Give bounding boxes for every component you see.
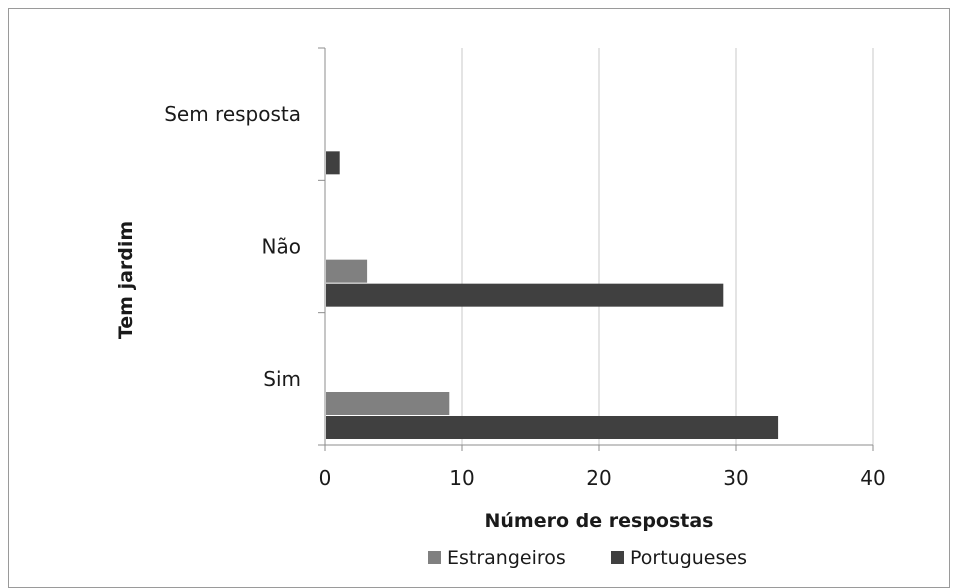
y-tick-label-sim: Sim [263,367,301,391]
x-tick-label-0: 0 [319,466,332,490]
axes [318,47,874,451]
gridlines [461,48,874,445]
x-tick-label-20: 20 [586,466,611,490]
bars [326,151,779,439]
tick-labels: 0 10 20 30 40 Sim Não Sem resposta [164,102,886,490]
y-tick-label-sem-resposta: Sem resposta [164,102,301,126]
y-tick-label-não: Não [262,235,301,259]
bar-portugueses-sim [326,416,779,439]
x-axis-title: Número de respostas [485,510,714,532]
legend: Estrangeiros Portugueses [428,547,747,569]
legend-swatch-portugueses [611,551,624,564]
bar-portugueses-sem-resposta [326,151,340,175]
x-tick-label-30: 30 [723,466,748,490]
x-tick-label-10: 10 [449,466,474,490]
x-tick-label-40: 40 [860,466,885,490]
legend-swatch-estrangeiros [428,551,441,564]
bar-portugueses-não [326,283,724,307]
bar-estrangeiros-sim [326,392,450,415]
legend-label-estrangeiros: Estrangeiros [447,547,566,569]
bar-estrangeiros-não [326,259,368,283]
legend-label-portugueses: Portugueses [630,547,747,569]
y-axis-title: Tem jardim [115,221,137,339]
